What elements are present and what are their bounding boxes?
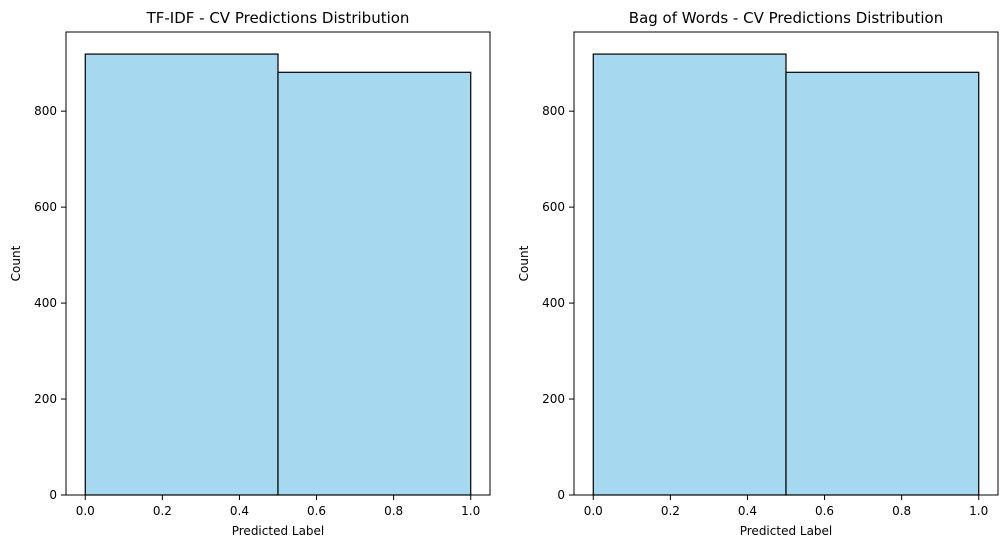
- y-axis-label: Count: [517, 245, 531, 281]
- x-tick-label: 0.2: [661, 504, 680, 518]
- x-tick-label: 1.0: [969, 504, 988, 518]
- histogram-bar-1: [277, 71, 472, 496]
- ticks: 0.0 0.2 0.4 0.6 0.8 1.0 0 200 400 600 800: [34, 104, 480, 518]
- y-tick-label: 400: [542, 296, 565, 310]
- x-tick-label: 0.0: [584, 504, 603, 518]
- chart-title: TF-IDF - CV Predictions Distribution: [146, 9, 410, 27]
- bars: [592, 53, 980, 496]
- y-tick-label: 400: [34, 296, 57, 310]
- x-tick-label: 0.8: [384, 504, 403, 518]
- y-tick-label: 0: [557, 488, 565, 502]
- y-tick-label: 800: [542, 104, 565, 118]
- histogram-bar-0: [592, 53, 787, 496]
- x-tick-label: 1.0: [461, 504, 480, 518]
- x-axis-label: Predicted Label: [232, 524, 325, 538]
- ticks: 0.0 0.2 0.4 0.6 0.8 1.0 0 200 400 600 800: [542, 104, 988, 518]
- x-tick-label: 0.6: [815, 504, 834, 518]
- bow-histogram-panel: Bag of Words - CV Predictions Distributi…: [517, 9, 999, 538]
- x-tick-label: 0.0: [76, 504, 95, 518]
- x-axis-label: Predicted Label: [740, 524, 833, 538]
- chart-title: Bag of Words - CV Predictions Distributi…: [629, 9, 943, 27]
- x-tick-label: 0.2: [153, 504, 172, 518]
- x-tick-label: 0.8: [892, 504, 911, 518]
- y-tick-label: 800: [34, 104, 57, 118]
- x-tick-label: 0.4: [230, 504, 249, 518]
- tfidf-histogram-panel: TF-IDF - CV Predictions Distribution Pre…: [9, 9, 491, 538]
- bars: [84, 53, 472, 496]
- y-tick-label: 600: [542, 200, 565, 214]
- y-tick-label: 200: [34, 392, 57, 406]
- histogram-bar-0: [84, 53, 279, 496]
- histogram-bar-1: [785, 71, 980, 496]
- y-tick-label: 0: [49, 488, 57, 502]
- y-tick-label: 600: [34, 200, 57, 214]
- y-tick-label: 200: [542, 392, 565, 406]
- x-tick-label: 0.6: [307, 504, 326, 518]
- y-axis-label: Count: [9, 245, 23, 281]
- x-tick-label: 0.4: [738, 504, 757, 518]
- plot-frame: [573, 31, 999, 496]
- plot-frame: [65, 31, 491, 496]
